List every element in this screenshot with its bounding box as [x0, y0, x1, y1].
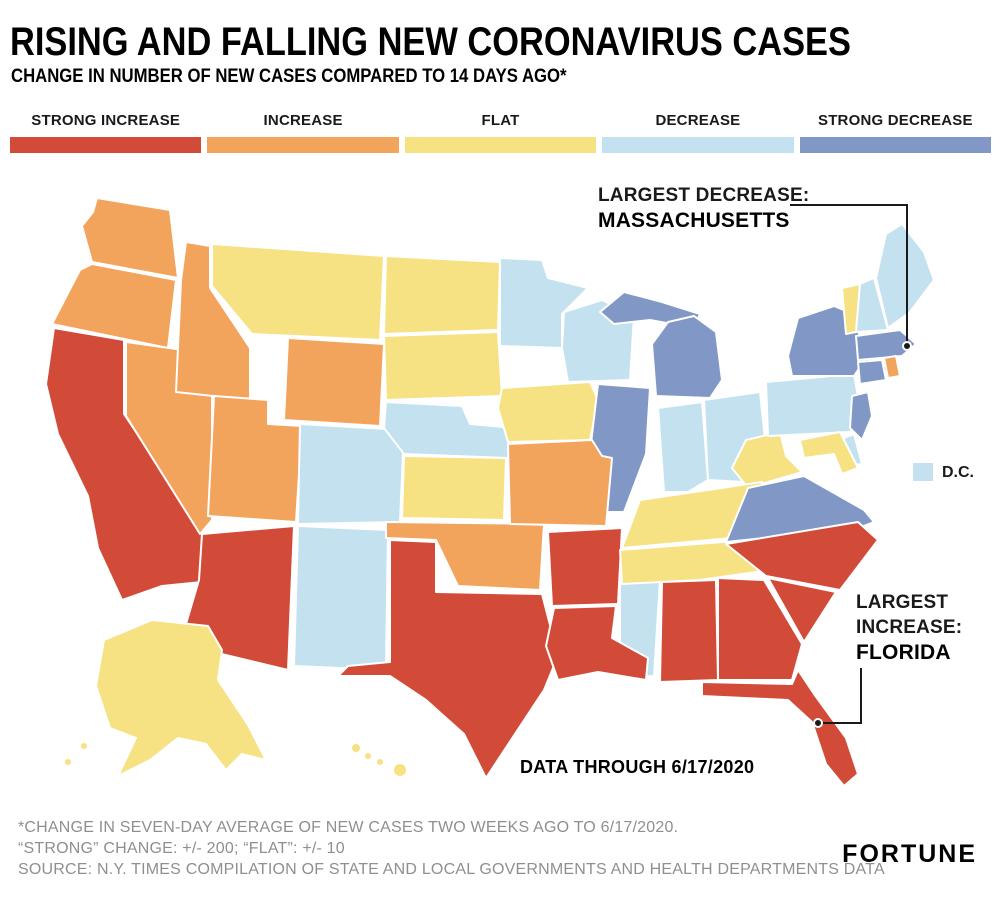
state-la — [545, 605, 649, 681]
state-or — [51, 263, 177, 349]
legend-item-strong-decrease: STRONG DECREASE — [799, 112, 992, 153]
state-mi-lower — [651, 315, 723, 399]
state-nh — [855, 277, 889, 333]
legend-item-flat: FLAT — [404, 112, 597, 153]
state-mo — [507, 439, 613, 527]
largest-increase-callout: LARGEST INCREASE: FLORIDA — [856, 590, 962, 665]
state-nc — [725, 521, 879, 591]
state-nj — [849, 391, 873, 441]
state-hi — [363, 751, 373, 761]
state-fl — [701, 669, 859, 787]
largest-increase-label-line2: INCREASE: — [856, 617, 963, 638]
state-nm — [293, 525, 389, 671]
legend-label: STRONG INCREASE — [31, 112, 181, 129]
state-hi — [350, 742, 362, 754]
footnote-change: *CHANGE IN SEVEN-DAY AVERAGE OF NEW CASE… — [18, 819, 679, 836]
footnote-source: SOURCE: N.Y. TIMES COMPILATION OF STATE … — [18, 861, 885, 878]
largest-increase-label-line1: LARGEST — [856, 592, 949, 613]
state-wy — [283, 337, 385, 427]
state-hi — [375, 757, 385, 767]
callout-lines-group — [790, 204, 912, 728]
state-md — [799, 431, 859, 475]
florida-leader-line — [822, 668, 862, 724]
florida-dot — [813, 718, 823, 728]
largest-decrease-callout: LARGEST DECREASE: MASSACHUSETTS — [598, 183, 809, 233]
state-ar — [547, 527, 623, 607]
state-ct — [857, 359, 887, 385]
state-sc — [767, 577, 837, 643]
state-ia — [497, 381, 599, 443]
state-ca — [45, 327, 203, 601]
state-nd — [383, 255, 501, 335]
us-choropleth-map — [0, 180, 1001, 805]
fortune-logo: FORTUNE — [842, 840, 977, 868]
page-subtitle: CHANGE IN NUMBER OF NEW CASES COMPARED T… — [11, 66, 567, 87]
legend-item-decrease: DECREASE — [602, 112, 794, 153]
dc-swatch — [911, 461, 935, 483]
largest-decrease-state: MASSACHUSETTS — [598, 209, 790, 232]
dc-label: D.C. — [942, 464, 974, 481]
legend-label: INCREASE — [263, 112, 343, 129]
state-sd — [383, 331, 503, 401]
state-me — [875, 223, 935, 329]
footnotes: *CHANGE IN SEVEN-DAY AVERAGE OF NEW CASE… — [18, 817, 885, 880]
legend-swatch-decrease — [602, 137, 794, 153]
largest-increase-state: FLORIDA — [856, 641, 951, 664]
legend-label: STRONG DECREASE — [817, 112, 973, 129]
state-ri — [883, 355, 901, 379]
state-ak — [95, 619, 267, 777]
state-ne — [383, 401, 515, 459]
legend-swatch-flat — [404, 137, 597, 153]
page-title: RISING AND FALLING NEW CORONAVIRUS CASES — [10, 20, 851, 64]
state-hi — [392, 762, 408, 778]
state-id — [175, 241, 251, 401]
legend-label: DECREASE — [655, 112, 741, 129]
color-legend: STRONG INCREASE INCREASE FLAT DECREASE S… — [10, 112, 992, 153]
states-group — [45, 197, 935, 787]
legend-label: FLAT — [481, 112, 520, 129]
state-pa — [765, 373, 863, 437]
legend-swatch-increase — [207, 137, 399, 153]
state-in — [657, 401, 709, 493]
state-al — [659, 579, 719, 683]
massachusetts-dot — [902, 341, 912, 351]
massachusetts-leader-line — [790, 204, 908, 342]
data-through-note: DATA THROUGH 6/17/2020 — [520, 757, 755, 777]
state-tx — [337, 539, 559, 779]
legend-item-strong-increase: STRONG INCREASE — [10, 112, 202, 153]
state-ak-island — [79, 741, 89, 751]
legend-item-increase: INCREASE — [207, 112, 399, 153]
largest-decrease-label: LARGEST DECREASE: — [598, 185, 810, 206]
state-mn — [499, 257, 589, 349]
state-ks — [401, 455, 507, 521]
legend-swatch-strong-increase — [10, 137, 202, 153]
state-wa — [81, 197, 179, 279]
footnote-thresholds: “STRONG” CHANGE: +/- 200; “FLAT”: +/- 10 — [18, 840, 345, 857]
legend-swatch-strong-decrease — [799, 137, 992, 153]
state-ak-island — [63, 757, 73, 767]
state-mt — [211, 243, 385, 341]
us-map-svg — [45, 197, 935, 787]
state-co — [297, 423, 405, 525]
